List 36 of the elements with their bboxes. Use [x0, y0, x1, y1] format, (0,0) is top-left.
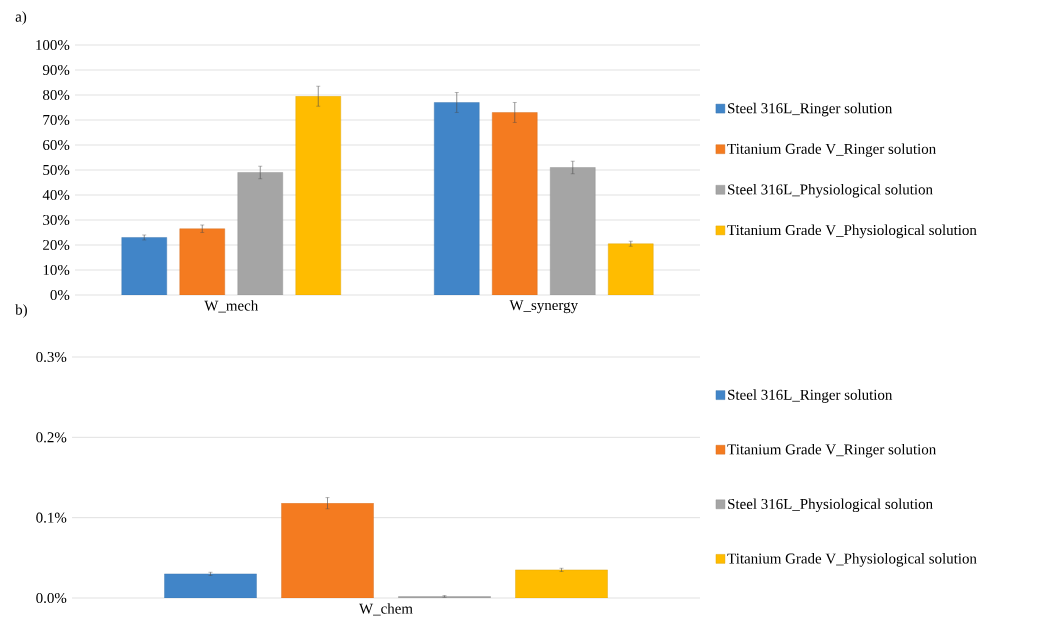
- y-tick-label: 40%: [42, 189, 70, 201]
- chart-title: b): [15, 304, 27, 318]
- bar: [237, 172, 283, 295]
- bar: [179, 228, 225, 295]
- y-tick-label: 100%: [36, 39, 70, 51]
- bar: [434, 102, 480, 295]
- legend-label: Titanium Grade V_Ringer solution: [727, 443, 937, 458]
- x-tick-label: W_synergy: [509, 300, 578, 314]
- chart-title: a): [15, 11, 27, 25]
- x-tick-label: W_mech: [204, 300, 259, 313]
- x-tick-label: W_chem: [359, 603, 413, 616]
- legend-label: Titanium Grade V_Ringer solution: [727, 143, 936, 157]
- legend-label: Titanium Grade V_Physiological solution: [727, 224, 977, 239]
- bar: [550, 167, 596, 295]
- bar: [608, 243, 654, 295]
- bar: [295, 96, 341, 295]
- y-tick-label: 0.2%: [36, 432, 67, 443]
- y-tick-label: 90%: [42, 64, 70, 76]
- y-tick-label: 60%: [43, 139, 70, 151]
- legend-label: Steel 316L_Ringer solution: [728, 389, 893, 403]
- y-tick-label: 20%: [43, 239, 70, 251]
- y-tick-label: 0.3%: [36, 351, 67, 363]
- legend-label: Steel 316L_Ringer solution: [728, 102, 893, 117]
- y-tick-label: 10%: [43, 264, 70, 276]
- bar: [121, 237, 167, 295]
- y-tick-label: 70%: [43, 114, 70, 126]
- legend-label: Titanium Grade V_Physiological solution: [727, 553, 977, 567]
- y-tick-label: 0%: [50, 289, 70, 301]
- y-tick-label: 30%: [43, 214, 70, 226]
- y-tick-label: 80%: [42, 89, 70, 101]
- legend-label: Steel 316L_Physiological solution: [728, 184, 933, 198]
- y-tick-label: 0.1%: [36, 512, 67, 523]
- legend-label: Steel 316L_Physiological solution: [728, 498, 933, 513]
- bar: [492, 112, 538, 295]
- y-tick-label: 0.0%: [36, 592, 67, 604]
- y-tick-label: 50%: [43, 164, 70, 176]
